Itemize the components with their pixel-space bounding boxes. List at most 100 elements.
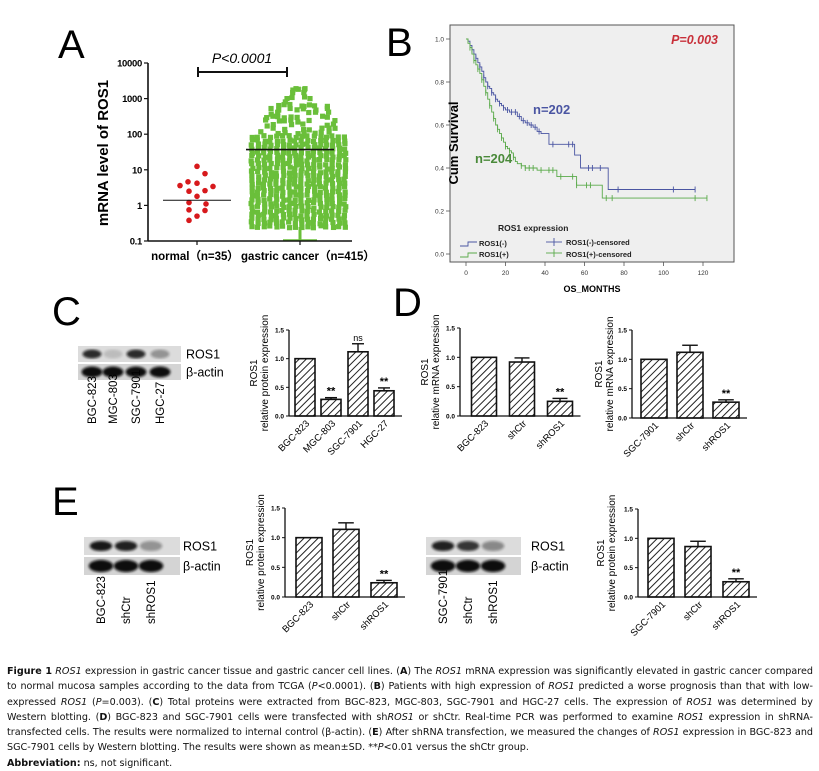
bar [320,398,342,417]
chart-a-point-gastric [286,158,293,164]
chart-a-point-gastric [301,94,308,100]
chart-a-point-gastric [255,168,261,175]
bar-ylabel-line1: ROS1 [249,359,260,387]
bar-xtick-label: BGC-823 [280,599,316,635]
chart-a-point-gastric [274,133,280,139]
chart-a-point-gastric [286,170,293,176]
chart-a-point-gastric [280,189,286,195]
blot-lane-label: shCtr [121,596,133,624]
chart-a-point-gastric [268,111,274,117]
chart-b-legend-swatch-ros1-pos [460,252,477,258]
chart-a-point-gastric [273,213,279,219]
chart-a-point-gastric [279,133,286,139]
chart-a-point-gastric [306,102,312,108]
chart-a-point-normal [186,199,192,206]
bar-ytick-label: 0.5 [275,385,284,392]
chart-a-point-gastric [304,192,310,198]
chart-a-point-gastric [323,192,330,198]
chart-a-point-gastric [273,193,279,199]
chart-a-point-gastric [335,169,341,175]
blot-band-ros1 [481,540,505,552]
chart-a-point-gastric [307,96,313,102]
chart-a-point-gastric [261,188,267,194]
bar-ytick-label: 0.0 [624,595,633,602]
chart-a-point-gastric [275,113,281,120]
chart-a-point-gastric [287,173,293,179]
chart-a-point-gastric [249,224,255,230]
blot-band-ros1 [431,540,455,552]
chart-a-point-gastric [286,207,292,214]
caption-gene: ROS1 [686,696,713,708]
chart-a-point-gastric [304,141,310,147]
bar [546,400,574,417]
chart-a-point-gastric [293,203,299,209]
chart-a-points-gastric [248,86,349,242]
chart-a-point-gastric [318,129,324,135]
bar-significance-label: ** [380,568,389,580]
chart-a-point-gastric [279,219,285,225]
chart-a-point-gastric [270,122,276,128]
chart-a-point-gastric [282,99,288,105]
chart-a-point-gastric [335,162,342,168]
blot-band-actin [138,559,164,573]
chart-a-point-gastric [291,138,298,144]
chart-a-point-gastric [287,200,293,206]
chart-a-point-gastric [298,161,305,167]
chart-a-point-gastric [341,184,348,190]
chart-a-point-gastric [342,138,348,144]
blot-row-label-actin: β-actin [186,366,224,380]
chart-a-point-gastric [311,172,317,179]
chart-b-legend-title: ROS1 expression [498,223,568,233]
blot-row-label-ros1: ROS1 [531,540,565,554]
chart-a-point-gastric [332,125,338,131]
caption-a-text: mRNA expression was significantly elevat… [7,666,813,693]
bar-chart-E1: 0.0 0.5 1.0 1.5 BGC-823 shCtr ** shROS1 ROS1 rela… [245,494,405,635]
chart-a-point-gastric [273,173,280,179]
chart-a-point-normal [177,182,183,189]
chart-a-point-gastric [275,152,281,158]
chart-a-point-gastric [291,181,298,187]
chart-a-point-gastric [310,138,317,145]
chart-a-point-gastric [273,215,279,221]
chart-a-pvalue: P<0.0001 [212,50,272,66]
chart-a-point-gastric [287,189,293,195]
chart-a-point-gastric [299,141,305,148]
chart-a-point-gastric [319,125,325,131]
chart-a-point-gastric [342,166,349,172]
chart-a-point-gastric [267,153,273,159]
blot-band-ros1 [114,540,138,552]
chart-a-point-gastric [316,156,323,163]
chart-a-point-gastric [324,148,330,155]
chart-a-point-gastric [311,177,317,183]
bar-xtick-label: shCtr [673,420,697,444]
bar-ytick-label: 0.0 [271,595,280,602]
chart-a-point-normal [202,207,208,214]
blot-lane-label: BGC-823 [87,376,99,424]
chart-a-point-gastric [254,134,260,140]
chart-a-point-gastric [329,157,335,163]
bar-ylabel-line2: relative mRNA expression [431,314,442,429]
chart-a-point-gastric [304,133,310,139]
chart-b-ytick-label: 0.6 [435,123,444,130]
chart-a-point-gastric [343,204,349,210]
bar-ytick-label: 1.5 [618,328,627,335]
chart-a-point-gastric [291,170,298,176]
chart-a-point-gastric [255,180,262,186]
chart-a-point-gastric [323,208,329,215]
chart-a-point-gastric [292,189,298,195]
bar-ytick-label: 1.0 [271,535,280,542]
chart-a-point-gastric [312,192,318,198]
caption-gene: ROS1 [435,666,462,677]
chart-a-point-gastric [336,185,342,191]
chart-b-ylabel: Cum Survival [446,101,461,184]
bar-ylabel-line1: ROS1 [420,358,431,386]
chart-a-point-gastric [306,117,312,124]
chart-a-point-gastric [279,223,286,229]
bar [295,536,323,598]
chart-a-point-gastric [248,142,254,148]
bar-charts: 0.00.51.01.5BGC-823**MGC-803nsSGC-7901**… [245,314,757,639]
chart-b-label-ros1-pos: n=204 [475,151,513,166]
chart-a-point-gastric [275,130,281,137]
chart-a-point-gastric [287,176,293,182]
chart-a-point-gastric [298,137,304,143]
